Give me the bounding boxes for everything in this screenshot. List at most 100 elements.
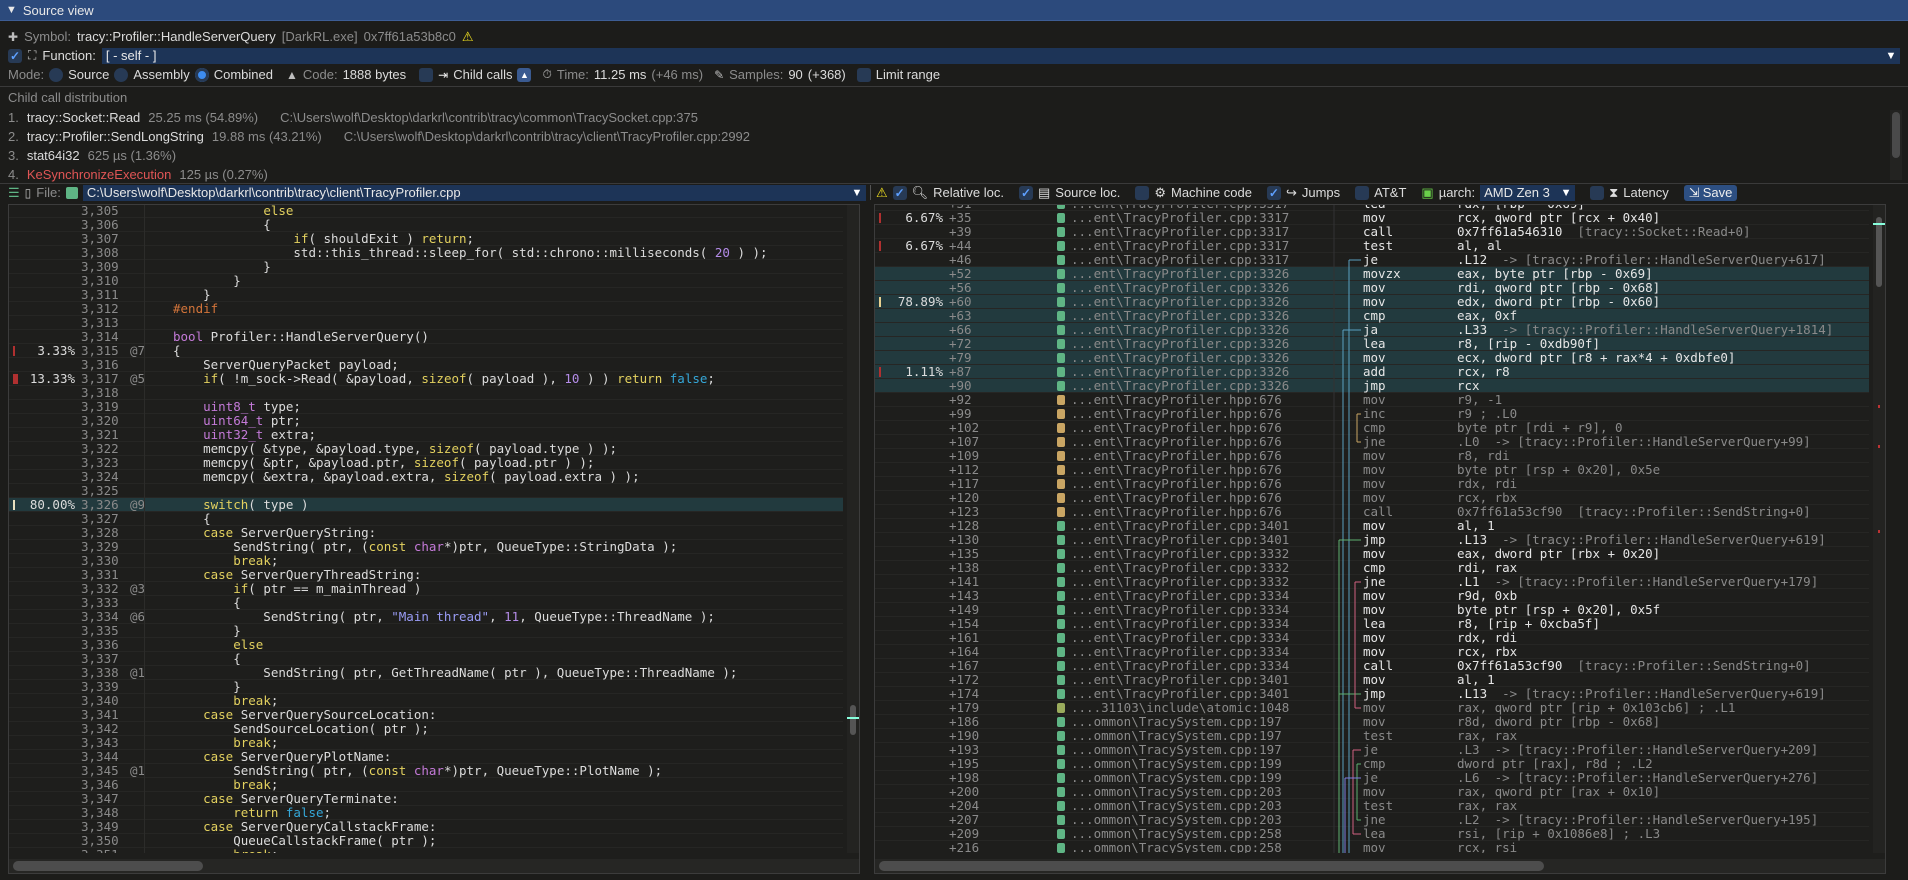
source-line[interactable]: 3,316 ServerQueryPacket payload;: [9, 358, 843, 372]
uarch-select[interactable]: AMD Zen 3 ▼: [1480, 184, 1576, 201]
source-line[interactable]: 3,335 }: [9, 624, 843, 638]
chevron-down-icon[interactable]: ▼: [1884, 47, 1898, 64]
source-line[interactable]: 3,324 memcpy( &extra, &payload.extra, si…: [9, 470, 843, 484]
source-line[interactable]: 3,323 memcpy( &ptr, &payload.ptr, sizeof…: [9, 456, 843, 470]
assembly-line[interactable]: +204 ...ommon\TracySystem.cpp:203 test rax,…: [875, 799, 1869, 813]
child-calls-label[interactable]: Child calls: [453, 67, 513, 82]
assembly-line[interactable]: +195 ...ommon\TracySystem.cpp:199 cmp dword…: [875, 757, 1869, 771]
child-call-item[interactable]: 1. tracy::Socket::Read 25.25 ms (54.89%) C:…: [8, 109, 698, 126]
assembly-line[interactable]: +207 ...ommon\TracySystem.cpp:203 jne .L2 -…: [875, 813, 1869, 827]
source-line[interactable]: 3,338 @1 SendString( ptr, GetThreadName( …: [9, 666, 843, 680]
source-line[interactable]: 3,325: [9, 484, 843, 498]
mode-assembly-radio[interactable]: [114, 67, 129, 82]
source-line[interactable]: 3,334 @6 SendString( ptr, "Main thread", …: [9, 610, 843, 624]
assembly-vscroll[interactable]: [1873, 205, 1885, 853]
assembly-line[interactable]: +99 ...ent\TracyProfiler.hpp:676 inc r9 ; .…: [875, 407, 1869, 421]
source-vscroll[interactable]: [847, 205, 859, 853]
jump-target[interactable]: -> [tracy::Profiler::HandleServerQuery+2…: [1479, 742, 1819, 757]
assembly-line[interactable]: +130 ...ent\TracyProfiler.cpp:3401 jmp .L13…: [875, 533, 1869, 547]
source-line[interactable]: 3,313: [9, 316, 843, 330]
assembly-line[interactable]: +164 ...ent\TracyProfiler.cpp:3334 mov rcx,…: [875, 645, 1869, 659]
latency-label[interactable]: Latency: [1623, 185, 1669, 200]
source-line[interactable]: 3,344 case ServerQueryPlotName:: [9, 750, 843, 764]
mode-source-radio[interactable]: [49, 67, 64, 82]
source-line[interactable]: 3,343 break;: [9, 736, 843, 750]
assembly-line[interactable]: +193 ...ommon\TracySystem.cpp:197 je .L3 ->…: [875, 743, 1869, 757]
assembly-line[interactable]: +123 ...ent\TracyProfiler.hpp:676 call 0x7f…: [875, 505, 1869, 519]
assembly-line[interactable]: +190 ...ommon\TracySystem.cpp:197 test rax,…: [875, 729, 1869, 743]
jump-target[interactable]: [tracy::Socket::Read+0]: [1562, 224, 1751, 239]
assembly-line[interactable]: 6.67% +44 ...ent\TracyProfiler.cpp:3317 tes…: [875, 239, 1869, 253]
assembly-line[interactable]: +56 ...ent\TracyProfiler.cpp:3326 mov rdi, …: [875, 281, 1869, 295]
assembly-view[interactable]: +31 ...ent\TracyProfiler.cpp:3317 lea rdx, …: [875, 205, 1869, 853]
child-call-item[interactable]: 4. KeSynchronizeExecution 125 µs (0.27%): [8, 166, 282, 183]
mode-combined-label[interactable]: Combined: [213, 67, 273, 82]
machine-code-label[interactable]: Machine code: [1170, 185, 1252, 200]
assembly-line[interactable]: +172 ...ent\TracyProfiler.cpp:3401 mov al, …: [875, 673, 1869, 687]
assembly-line[interactable]: +135 ...ent\TracyProfiler.cpp:3332 mov eax,…: [875, 547, 1869, 561]
source-line[interactable]: 3,342 SendSourceLocation( ptr );: [9, 722, 843, 736]
assembly-line[interactable]: +92 ...ent\TracyProfiler.hpp:676 mov r9, -1: [875, 393, 1869, 407]
source-line[interactable]: 3,310 }: [9, 274, 843, 288]
assembly-line[interactable]: +52 ...ent\TracyProfiler.cpp:3326 movzx eax…: [875, 267, 1869, 281]
assembly-line[interactable]: +107 ...ent\TracyProfiler.hpp:676 jne .L0 -…: [875, 435, 1869, 449]
jump-target[interactable]: -> [tracy::Profiler::HandleServerQuery+1…: [1479, 574, 1819, 589]
assembly-line[interactable]: +186 ...ommon\TracySystem.cpp:197 mov r8d, …: [875, 715, 1869, 729]
source-line[interactable]: 80.00% 3,326 @9 switch( type ): [9, 498, 843, 512]
child-call-item[interactable]: 3. stat64i32 625 µs (1.36%): [8, 147, 190, 164]
assembly-line[interactable]: +63 ...ent\TracyProfiler.cpp:3326 cmp eax, …: [875, 309, 1869, 323]
chevron-down-icon[interactable]: ▼: [1559, 184, 1574, 201]
child-calls-scrollbar[interactable]: [1890, 110, 1902, 180]
function-select[interactable]: [ - self - ] ▼: [101, 47, 1900, 64]
latency-checkbox[interactable]: [1590, 185, 1605, 200]
file-select[interactable]: C:\Users\wolf\Desktop\darkrl\contrib\tra…: [82, 184, 866, 201]
assembly-line[interactable]: 78.89% +60 ...ent\TracyProfiler.cpp:3326 mo…: [875, 295, 1869, 309]
assembly-line[interactable]: +72 ...ent\TracyProfiler.cpp:3326 lea r8, […: [875, 337, 1869, 351]
source-line[interactable]: 3,349 case ServerQueryCallstackFrame:: [9, 820, 843, 834]
jump-target[interactable]: [tracy::Profiler::SendString+0]: [1562, 658, 1811, 673]
source-line[interactable]: 3,306 {: [9, 218, 843, 232]
jump-target[interactable]: -> [tracy::Profiler::HandleServerQuery+1…: [1479, 812, 1819, 827]
source-line[interactable]: 3,311 }: [9, 288, 843, 302]
assembly-line[interactable]: +138 ...ent\TracyProfiler.cpp:3332 cmp rdi,…: [875, 561, 1869, 575]
assembly-line[interactable]: +128 ...ent\TracyProfiler.cpp:3401 mov al, …: [875, 519, 1869, 533]
assembly-line[interactable]: +179 ....31103\include\atomic:1048 mov rax,…: [875, 701, 1869, 715]
assembly-line[interactable]: +154 ...ent\TracyProfiler.cpp:3334 lea r8, …: [875, 617, 1869, 631]
source-loc-label[interactable]: Source loc.: [1055, 185, 1121, 200]
assembly-line[interactable]: +149 ...ent\TracyProfiler.cpp:3334 mov byte…: [875, 603, 1869, 617]
source-line[interactable]: 3,339 }: [9, 680, 843, 694]
assembly-line[interactable]: +141 ...ent\TracyProfiler.cpp:3332 jne .L1 …: [875, 575, 1869, 589]
collapse-icon[interactable]: ▼: [6, 4, 17, 16]
jump-target[interactable]: -> [tracy::Profiler::HandleServerQuery+9…: [1479, 434, 1811, 449]
assembly-line[interactable]: +174 ...ent\TracyProfiler.cpp:3401 jmp .L13…: [875, 687, 1869, 701]
source-line[interactable]: 3,305 else: [9, 205, 843, 218]
source-line[interactable]: 3,312 #endif: [9, 302, 843, 316]
function-checkbox[interactable]: ✓: [8, 48, 22, 63]
jump-target[interactable]: -> [tracy::Profiler::HandleServerQuery+2…: [1479, 770, 1819, 785]
jump-target[interactable]: -> [tracy::Profiler::HandleServerQuery+6…: [1487, 252, 1826, 267]
jumps-label[interactable]: Jumps: [1301, 185, 1341, 200]
assembly-line[interactable]: +117 ...ent\TracyProfiler.hpp:676 mov rdx, …: [875, 477, 1869, 491]
assembly-line[interactable]: +216 ...ommon\TracySystem.cpp:258 mov rcx, …: [875, 841, 1869, 853]
source-line[interactable]: 3,346 break;: [9, 778, 843, 792]
assembly-line[interactable]: 1.11% +87 ...ent\TracyProfiler.cpp:3326 add…: [875, 365, 1869, 379]
source-line[interactable]: 3,320 uint64_t ptr;: [9, 414, 843, 428]
source-line[interactable]: 3,331 case ServerQueryThreadString:: [9, 568, 843, 582]
assembly-line[interactable]: +198 ...ommon\TracySystem.cpp:199 je .L6 ->…: [875, 771, 1869, 785]
source-line[interactable]: 3.33% 3,315 @7 {: [9, 344, 843, 358]
source-line[interactable]: 3,340 break;: [9, 694, 843, 708]
assembly-line[interactable]: +66 ...ent\TracyProfiler.cpp:3326 ja .L33 -…: [875, 323, 1869, 337]
relative-loc-checkbox[interactable]: ✓: [892, 185, 907, 200]
assembly-line[interactable]: +120 ...ent\TracyProfiler.hpp:676 mov rcx, …: [875, 491, 1869, 505]
jump-target[interactable]: [tracy::Profiler::SendString+0]: [1562, 504, 1811, 519]
window-titlebar[interactable]: ▼ Source view: [0, 0, 1908, 21]
source-hscroll[interactable]: [9, 859, 859, 873]
source-line[interactable]: 3,341 case ServerQuerySourceLocation:: [9, 708, 843, 722]
att-checkbox[interactable]: [1355, 185, 1370, 200]
source-line[interactable]: 3,350 QueueCallstackFrame( ptr );: [9, 834, 843, 848]
source-line[interactable]: 3,307 if( shouldExit ) return;: [9, 232, 843, 246]
assembly-line[interactable]: +46 ...ent\TracyProfiler.cpp:3317 je .L12 -…: [875, 253, 1869, 267]
assembly-line[interactable]: +161 ...ent\TracyProfiler.cpp:3334 mov rdx,…: [875, 631, 1869, 645]
assembly-line[interactable]: +39 ...ent\TracyProfiler.cpp:3317 call 0x7f…: [875, 225, 1869, 239]
assembly-line[interactable]: +102 ...ent\TracyProfiler.hpp:676 cmp byte …: [875, 421, 1869, 435]
